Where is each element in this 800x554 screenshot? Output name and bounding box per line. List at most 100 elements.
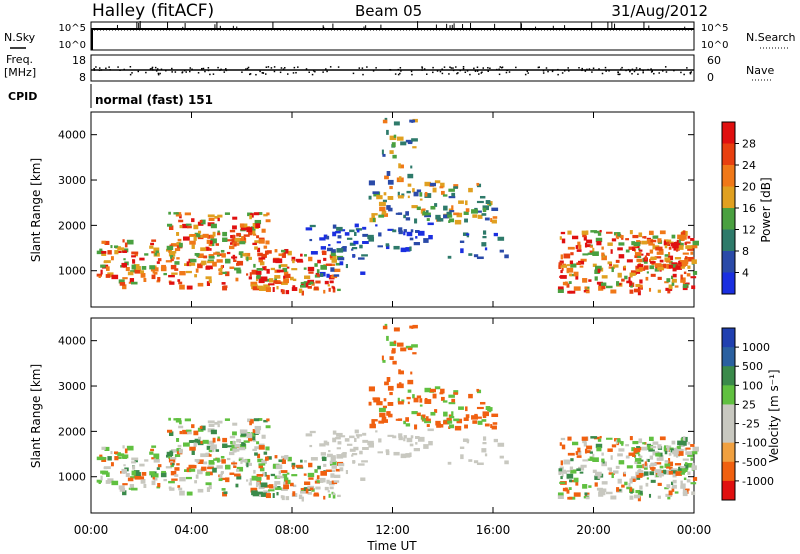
x-tick-label: 00:00 <box>677 523 712 537</box>
power-cell <box>592 251 599 256</box>
nave-dot <box>183 69 186 72</box>
velocity-cell <box>328 493 331 498</box>
power-cell <box>622 266 627 271</box>
velocity-cell <box>215 449 220 452</box>
velocity-cell <box>449 416 455 419</box>
velocity-cell <box>559 466 564 470</box>
velocity-cell <box>265 446 270 451</box>
power-cell <box>360 271 366 275</box>
power-cell <box>663 240 667 246</box>
velocity-cell <box>650 445 657 449</box>
power-cell <box>197 253 204 259</box>
power-cell <box>217 232 221 236</box>
y-tick-label: 3000 <box>58 174 86 187</box>
nave-dot <box>322 71 324 73</box>
velocity-cell <box>261 434 266 439</box>
velocity-cell <box>678 445 681 449</box>
power-cell <box>598 285 604 291</box>
power-cell <box>560 270 563 274</box>
velocity-cell <box>573 492 581 497</box>
power-cell <box>641 240 648 245</box>
velocity-cell <box>333 474 341 479</box>
power-cell <box>690 238 695 241</box>
power-cell <box>482 205 490 211</box>
velocity-cell <box>415 442 418 445</box>
velocity-cell <box>692 476 698 481</box>
power-cell <box>124 242 128 248</box>
power-cell <box>611 238 617 242</box>
velocity-cell <box>240 433 248 437</box>
x-tick-label: 00:00 <box>74 523 109 537</box>
velocity-cell <box>472 420 478 424</box>
power-cell <box>407 195 410 199</box>
nave-dot <box>633 70 636 73</box>
velocity-cell <box>199 425 203 429</box>
velocity-cell <box>250 432 256 437</box>
nave-dot <box>117 66 119 68</box>
power-cell <box>179 271 186 276</box>
power-cell <box>182 236 190 241</box>
power-cell <box>258 239 265 244</box>
velocity-cell <box>197 427 204 432</box>
power-cell <box>320 246 327 250</box>
power-cell <box>177 279 181 282</box>
velocity-cell <box>409 443 414 447</box>
velocity-cell <box>207 420 215 424</box>
velocity-cell <box>412 324 418 329</box>
power-cell <box>144 253 149 256</box>
velocity-cell <box>436 424 444 428</box>
power-cell <box>683 235 687 240</box>
velocity-cell <box>684 463 689 469</box>
power-cell <box>104 240 110 245</box>
velocity-cell <box>196 461 199 464</box>
power-cell <box>594 269 600 274</box>
velocity-cell <box>372 397 380 401</box>
nave-dot <box>631 72 633 75</box>
power-cell <box>248 231 253 236</box>
power-cell <box>435 214 441 220</box>
freq-right-label: Nave <box>746 64 774 77</box>
velocity-cell <box>256 473 264 477</box>
power-cell <box>578 244 582 250</box>
velocity-cell <box>665 445 672 449</box>
power-cell <box>222 237 228 242</box>
nave-dot <box>581 69 583 72</box>
power-cell <box>287 273 291 279</box>
velocity-cell <box>134 475 142 480</box>
nave-dot <box>524 73 527 76</box>
velocity-cell <box>655 452 661 457</box>
nave-dot <box>629 70 631 73</box>
power-cell <box>168 249 172 254</box>
nave-dot <box>642 71 644 74</box>
y-tick-label: 1000 <box>58 265 86 278</box>
power-cell <box>672 273 677 278</box>
power-cell <box>638 248 641 251</box>
velocity-cell <box>248 482 252 486</box>
power-cell <box>400 247 407 253</box>
velocity-cell <box>624 481 628 486</box>
power-cell <box>462 232 469 236</box>
power-cell <box>96 273 103 277</box>
velocity-cell <box>580 464 587 468</box>
velocity-cell <box>332 430 337 435</box>
velocity-cell <box>189 446 196 451</box>
velocity-cell <box>361 460 368 463</box>
velocity-cell <box>629 495 634 500</box>
power-cell <box>675 247 679 252</box>
velocity-cell <box>443 411 448 417</box>
freq-left-label-1: Freq. <box>6 53 33 66</box>
nave-dot <box>265 73 267 75</box>
power-cell <box>405 247 411 252</box>
velocity-cell <box>170 449 178 453</box>
velocity-cell <box>98 481 101 485</box>
power-cell <box>631 241 636 246</box>
velocity-cell <box>420 415 426 420</box>
power-cell <box>403 231 406 236</box>
power-cell <box>476 182 480 186</box>
power-cell <box>196 255 199 258</box>
velocity-cell <box>412 352 417 355</box>
velocity-cell <box>254 446 260 450</box>
velocity-cell <box>676 446 680 450</box>
power-cell <box>270 267 276 271</box>
